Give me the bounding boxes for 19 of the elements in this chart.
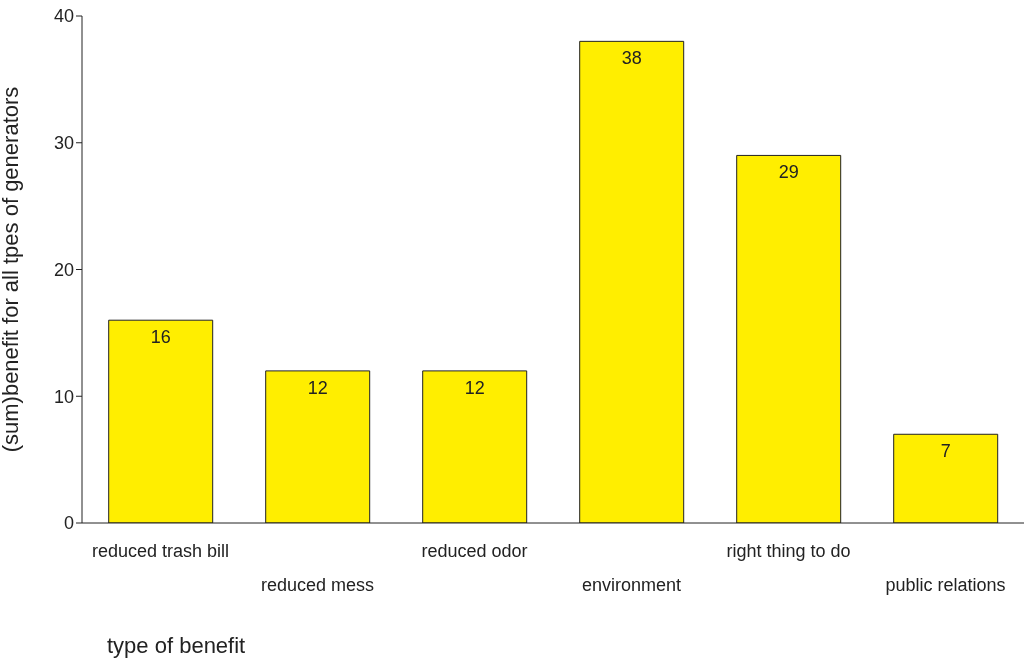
data-label: 12: [464, 377, 485, 398]
x-tick-label: reduced mess: [260, 575, 375, 595]
data-label: 16: [150, 326, 171, 347]
y-tick-label: 20: [53, 259, 74, 280]
x-tick-label: public relations: [885, 575, 1006, 595]
data-label: 38: [621, 48, 642, 69]
x-axis-title: type of benefit: [107, 633, 246, 658]
x-tick-label: reduced odor: [421, 541, 528, 561]
y-axis-title: (sum)benefit for all tpes of generators: [0, 86, 23, 453]
data-label: 12: [307, 377, 328, 398]
y-tick-label: 10: [53, 386, 74, 407]
data-label: 7: [940, 441, 951, 462]
x-tick-label: reduced trash bill: [91, 541, 230, 561]
x-tick-label: right thing to do: [726, 541, 851, 561]
y-tick-label: 30: [53, 133, 74, 154]
x-tick-label: environment: [581, 575, 682, 595]
data-label: 29: [778, 162, 799, 183]
y-tick-label: 0: [63, 513, 74, 534]
y-tick-label: 40: [53, 6, 74, 27]
